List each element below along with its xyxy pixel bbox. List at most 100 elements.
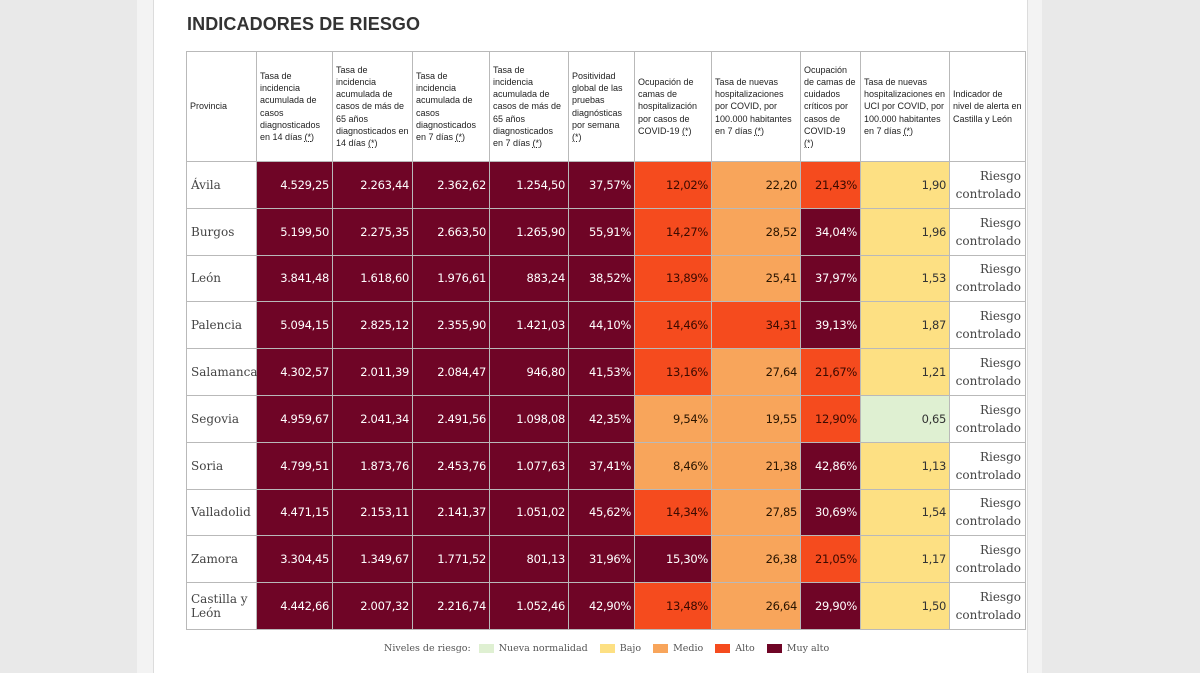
footnote-link[interactable]: (*) <box>804 137 814 148</box>
indicator-cell: 12,90% <box>800 394 861 443</box>
indicator-cell: 1.254,50 <box>489 161 569 209</box>
table-row: León 3.841,48 1.618,60 1.976,61 883,24 38,52%… <box>186 254 1026 303</box>
footnote-link[interactable]: (*) <box>754 125 765 136</box>
indicator-cell: 42,86% <box>800 441 861 490</box>
indicator-cell: 15,30% <box>634 535 712 584</box>
column-header-2: Tasa de incidencia acumulada de casos de… <box>332 51 413 162</box>
footnote-link[interactable]: (*) <box>455 131 466 142</box>
legend-swatch <box>653 644 669 653</box>
indicator-cell: 4.442,66 <box>256 582 333 630</box>
indicator-cell: 2.216,74 <box>412 582 490 630</box>
legend-item-label: Bajo <box>619 643 642 654</box>
indicator-cell: 2.453,76 <box>412 441 490 490</box>
indicator-cell: 1.976,61 <box>412 254 490 303</box>
indicator-cell: 4.959,67 <box>256 394 333 443</box>
indicator-cell: 8,46% <box>634 441 712 490</box>
footnote-link[interactable]: (*) <box>368 137 378 148</box>
footnote-link[interactable]: (*) <box>304 131 315 142</box>
column-header-text: Tasa de incidencia acumulada de casos de… <box>493 65 562 148</box>
indicator-cell: 41,53% <box>568 348 635 396</box>
footnote-link[interactable]: (*) <box>903 125 914 136</box>
indicator-cell: 19,55 <box>711 394 801 443</box>
column-header-text: Ocupación de camas de cuidados críticos … <box>804 65 856 136</box>
alert-level-cell: Riesgo controlado <box>949 488 1026 537</box>
column-header-7: Tasa de nuevas hospitalizaciones por COV… <box>711 51 801 162</box>
indicator-cell: 1.771,52 <box>412 535 490 584</box>
indicator-cell: 28,52 <box>711 207 801 256</box>
column-header-text: Provincia <box>190 101 228 112</box>
table-row: Soria 4.799,51 1.873,76 2.453,76 1.077,63 37,… <box>186 441 1026 490</box>
legend-item-label: Alto <box>735 643 755 654</box>
table-row: Salamanca 4.302,57 2.011,39 2.084,47 946,80 4… <box>186 348 1026 396</box>
content-card: INDICADORES DE RIESGO Provincia Tasa de i… <box>153 0 1028 673</box>
indicator-cell: 2.153,11 <box>332 488 413 537</box>
alert-level-cell: Riesgo controlado <box>949 207 1026 256</box>
indicator-cell: 37,41% <box>568 441 635 490</box>
province-cell: Zamora <box>186 535 257 584</box>
indicator-cell: 1.098,08 <box>489 394 569 443</box>
indicator-cell: 27,64 <box>711 348 801 396</box>
alert-level-cell: Riesgo controlado <box>949 535 1026 584</box>
legend-item-label: Nueva normalidad <box>498 643 588 654</box>
column-header-6: Ocupación de camas de hospitalización po… <box>634 51 712 162</box>
indicator-cell: 38,52% <box>568 254 635 303</box>
footnote-link[interactable]: (*) <box>682 125 692 136</box>
indicator-cell: 3.304,45 <box>256 535 333 584</box>
column-header-9: Tasa de nuevas hospitalizaciones en UCI … <box>860 51 950 162</box>
indicator-cell: 2.007,32 <box>332 582 413 630</box>
indicator-cell: 37,97% <box>800 254 861 303</box>
table-body: Ávila 4.529,25 2.263,44 2.362,62 1.254,50 37,… <box>186 161 1026 630</box>
page-background: INDICADORES DE RIESGO Provincia Tasa de i… <box>137 0 1042 673</box>
indicator-cell: 2.263,44 <box>332 161 413 209</box>
column-header-10: Indicador de nivel de alerta en Castilla… <box>949 51 1026 162</box>
indicator-cell: 14,46% <box>634 301 712 350</box>
indicator-cell: 26,64 <box>711 582 801 630</box>
indicator-cell: 1.051,02 <box>489 488 569 537</box>
indicator-cell: 2.275,35 <box>332 207 413 256</box>
column-header-text: Tasa de incidencia acumulada de casos di… <box>260 71 321 142</box>
province-cell: Ávila <box>186 161 257 209</box>
province-cell: León <box>186 254 257 303</box>
table-row: Valladolid 4.471,15 2.153,11 2.141,37 1.051,… <box>186 488 1026 537</box>
column-header-text: Tasa de nuevas hospitalizaciones por COV… <box>715 77 792 136</box>
indicator-cell: 1,53 <box>860 254 950 303</box>
legend-item-label: Muy alto <box>786 643 830 654</box>
column-header-5: Positividad global de las pruebas diagnó… <box>568 51 635 162</box>
indicator-cell: 26,38 <box>711 535 801 584</box>
column-header-text: Tasa de incidencia acumulada de casos de… <box>336 65 409 148</box>
indicator-cell: 14,34% <box>634 488 712 537</box>
table-row: Zamora 3.304,45 1.349,67 1.771,52 801,13 31,9… <box>186 535 1026 584</box>
alert-level-cell: Riesgo controlado <box>949 348 1026 396</box>
indicator-cell: 21,67% <box>800 348 861 396</box>
indicator-cell: 45,62% <box>568 488 635 537</box>
indicator-cell: 1,96 <box>860 207 950 256</box>
indicator-cell: 13,48% <box>634 582 712 630</box>
indicator-cell: 21,43% <box>800 161 861 209</box>
province-cell: Valladolid <box>186 488 257 537</box>
footnote-link[interactable]: (*) <box>572 131 582 142</box>
table-row: Castilla y León 4.442,66 2.007,32 2.216,74 1… <box>186 582 1026 630</box>
indicator-cell: 14,27% <box>634 207 712 256</box>
alert-level-cell: Riesgo controlado <box>949 394 1026 443</box>
indicator-cell: 22,20 <box>711 161 801 209</box>
legend-item: Nueva normalidad <box>478 643 588 654</box>
indicator-cell: 42,35% <box>568 394 635 443</box>
indicator-cell: 3.841,48 <box>256 254 333 303</box>
indicator-cell: 21,05% <box>800 535 861 584</box>
legend-swatch <box>715 644 731 653</box>
indicator-cell: 55,91% <box>568 207 635 256</box>
table-row: Burgos 5.199,50 2.275,35 2.663,50 1.265,90 55… <box>186 207 1026 256</box>
column-header-text: Tasa de incidencia acumulada de casos di… <box>416 71 477 142</box>
legend-item-label: Medio <box>673 643 704 654</box>
table-row: Segovia 4.959,67 2.041,34 2.491,56 1.098,08 4… <box>186 394 1026 443</box>
indicator-cell: 42,90% <box>568 582 635 630</box>
alert-level-cell: Riesgo controlado <box>949 441 1026 490</box>
indicator-cell: 4.471,15 <box>256 488 333 537</box>
risk-legend: Niveles de riesgo: Nueva normalidad Bajo M… <box>384 643 841 654</box>
legend-swatch <box>766 644 782 653</box>
footnote-link[interactable]: (*) <box>532 137 543 148</box>
indicator-cell: 946,80 <box>489 348 569 396</box>
indicator-cell: 2.663,50 <box>412 207 490 256</box>
indicator-cell: 2.491,56 <box>412 394 490 443</box>
legend-item: Medio <box>653 643 703 654</box>
